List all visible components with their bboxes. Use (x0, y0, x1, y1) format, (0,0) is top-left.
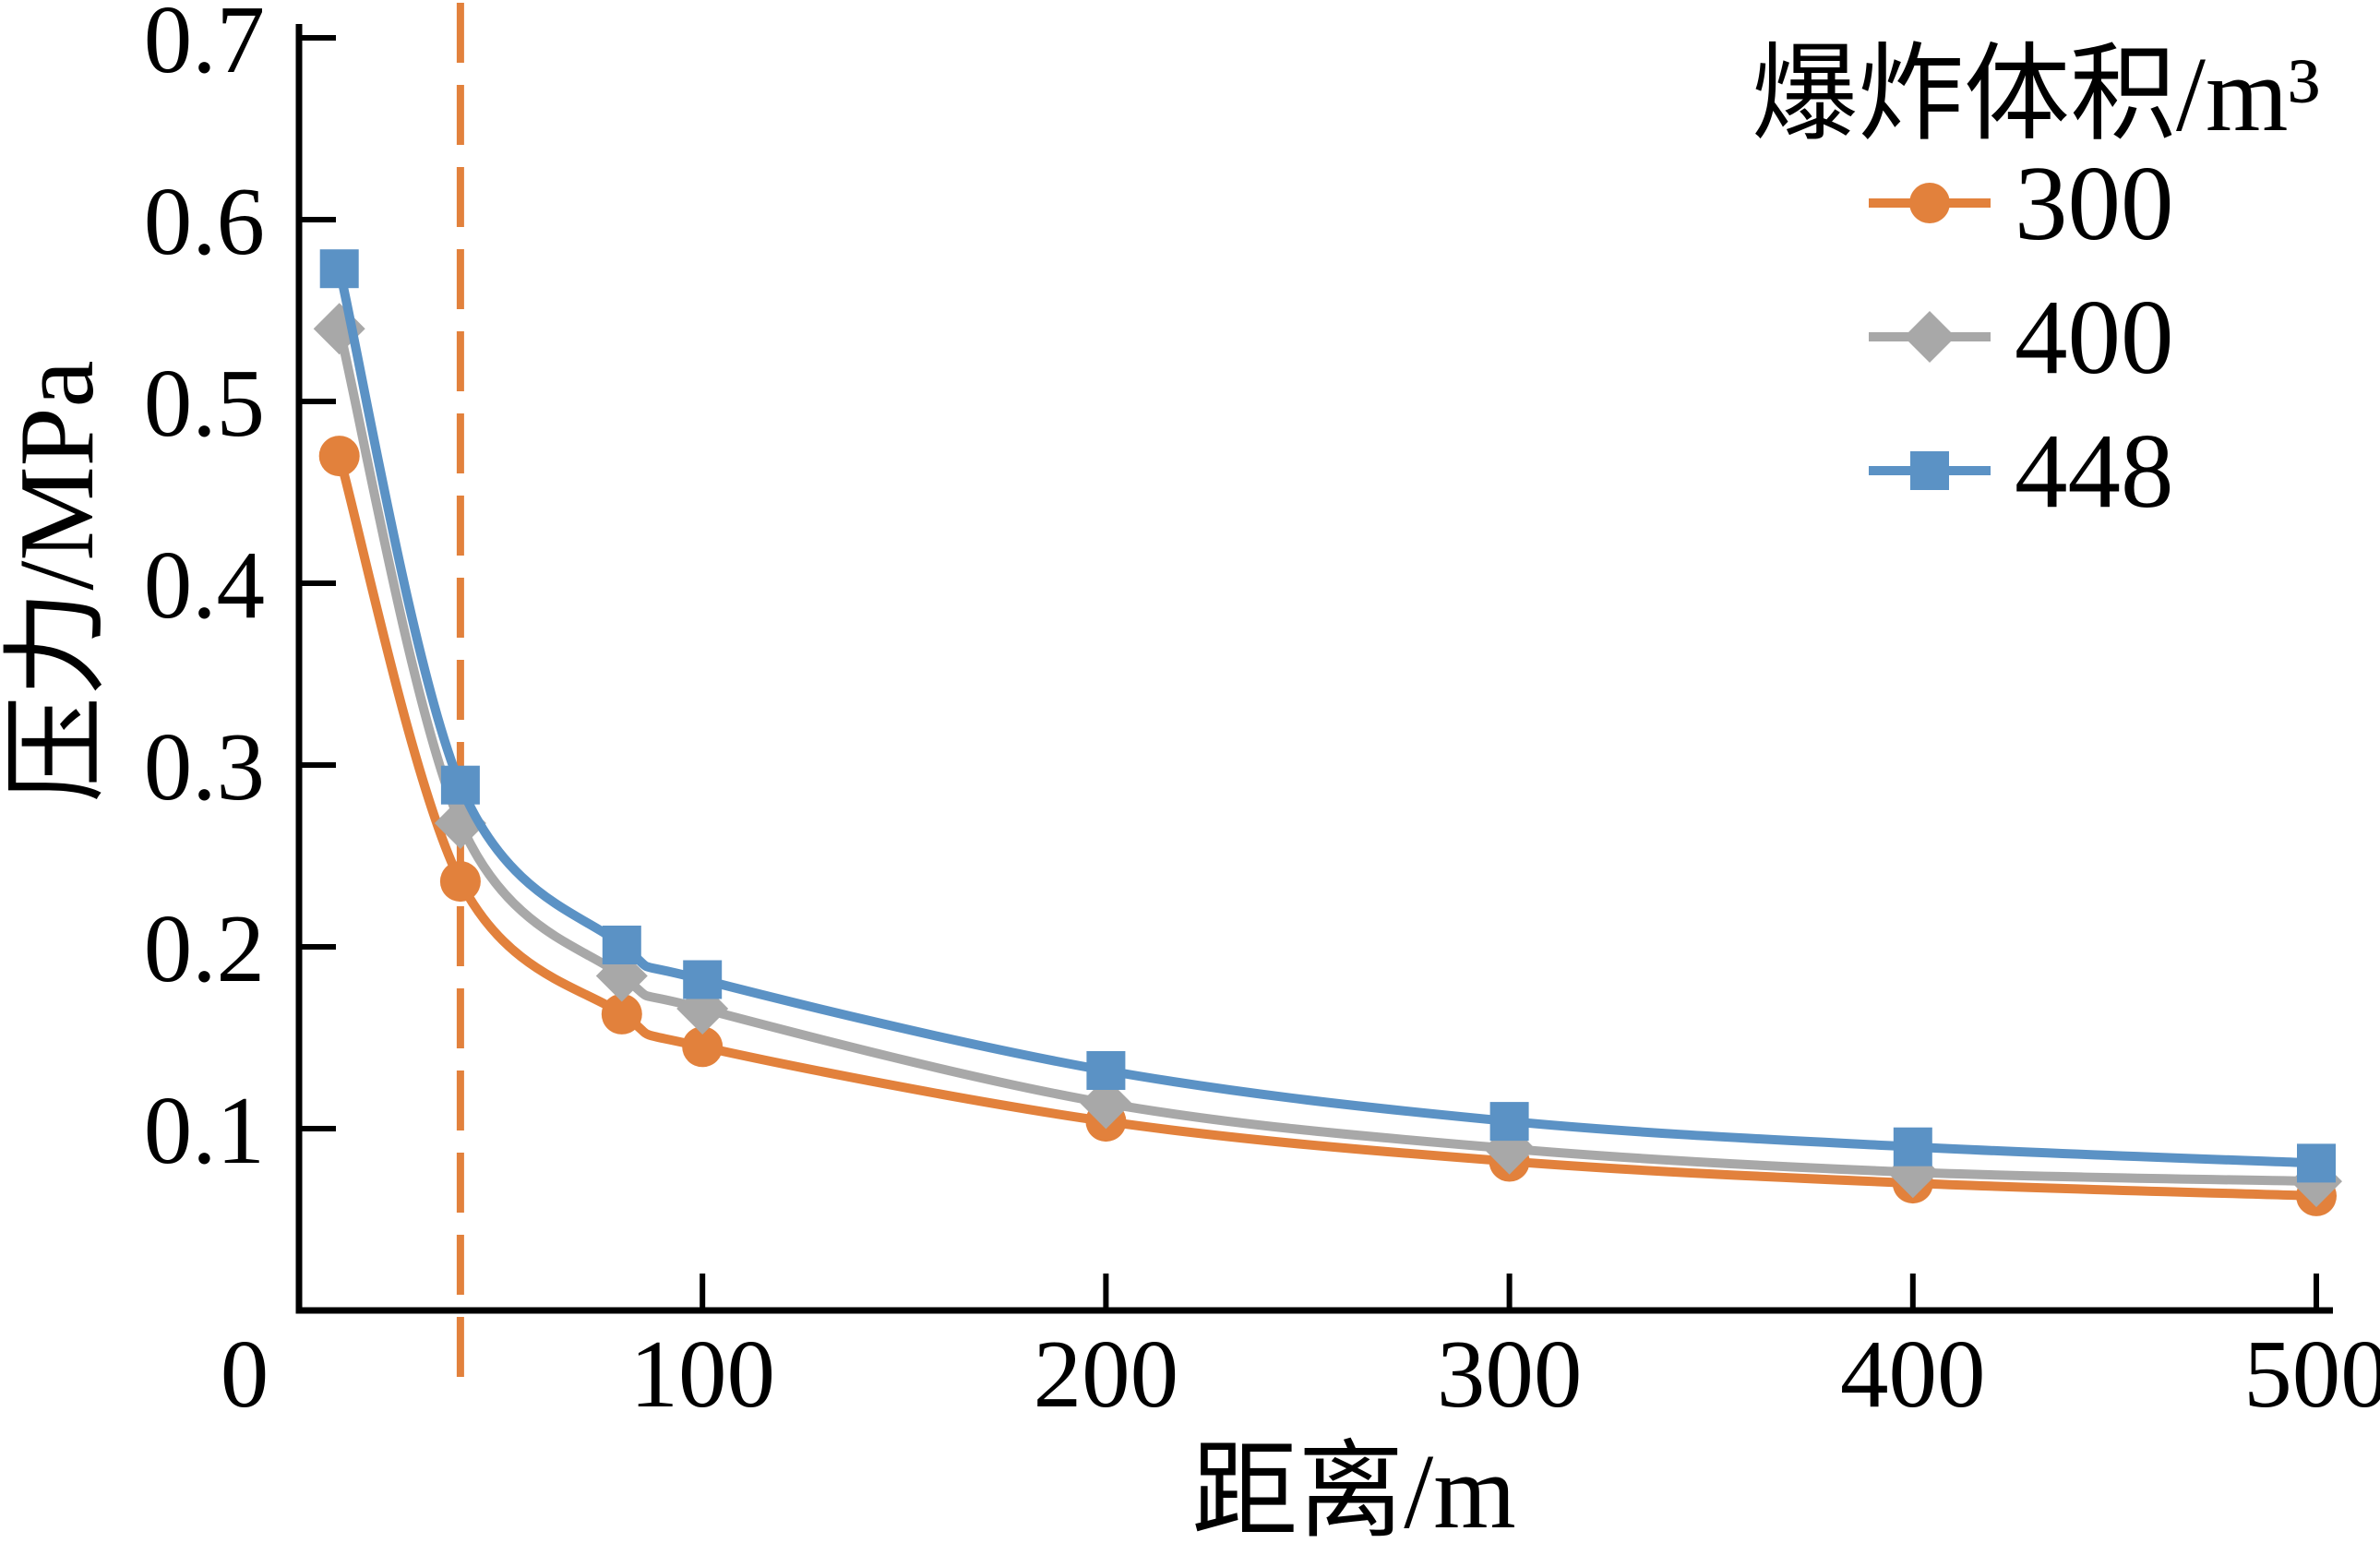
y-axis-title: 压力/MPa (0, 360, 115, 802)
series-400-diamond-marker (434, 797, 486, 849)
legend-label-448: 448 (2015, 413, 2174, 530)
legend-circle-marker (1909, 183, 1950, 223)
x-tick-label: 500 (2243, 1320, 2380, 1428)
y-tick-label: 0.1 (144, 1076, 265, 1184)
axes-layer: 0 100 200 300 400 500 0.1 0.2 0.3 0.4 0.5 0.6 0.7 (144, 0, 2380, 1428)
legend-title: 爆炸体积/m³ (1752, 36, 2320, 153)
legend-label-400: 400 (2015, 279, 2174, 396)
series-line-300 (334, 451, 2321, 1201)
legend-label-300: 300 (2015, 145, 2174, 262)
axis-lines (295, 24, 2333, 1314)
legend-item-400: 400 (1869, 279, 2174, 396)
legend-diamond-marker (1904, 311, 1955, 363)
series-448-square-marker (1086, 1051, 1126, 1090)
x-tick-label: 300 (1437, 1320, 1583, 1428)
legend: 爆炸体积/m³ 300 400 448 (1752, 36, 2320, 530)
x-axis-title: 距离/m (1191, 1433, 1515, 1543)
legend-item-448: 448 (1869, 413, 2174, 530)
legend-item-300: 300 (1869, 145, 2174, 262)
series-448-square-marker (2297, 1143, 2336, 1183)
series-300-circle-marker (682, 1026, 724, 1068)
series-400-diamond-marker (1080, 1077, 1132, 1130)
x-tick-label: 200 (1034, 1320, 1179, 1428)
series-448-square-marker (683, 960, 723, 999)
series-448 (319, 249, 2336, 1183)
series-300-circle-marker (439, 861, 481, 903)
series-448-square-marker (1489, 1102, 1529, 1142)
legend-square-marker (1910, 451, 1949, 490)
series-layer (313, 249, 2342, 1216)
series-300-circle-marker (601, 993, 642, 1035)
y-tick-label: 0.5 (144, 349, 265, 457)
x-tick-label: 400 (1840, 1320, 1986, 1428)
series-448-square-marker (1893, 1127, 1932, 1166)
series-448-square-marker (440, 765, 480, 805)
series-300-circle-marker (318, 436, 360, 477)
y-tick-label: 0.2 (144, 894, 265, 1002)
y-tick-label: 0.3 (144, 712, 265, 820)
y-tick-label: 0.6 (144, 167, 265, 275)
x-tick-label: 0 (221, 1320, 269, 1428)
y-tick-label: 0.4 (144, 531, 265, 639)
x-tick-label: 100 (629, 1320, 775, 1428)
series-448-square-marker (319, 249, 359, 289)
series-448-square-marker (602, 926, 641, 964)
y-tick-label: 0.7 (144, 0, 265, 93)
